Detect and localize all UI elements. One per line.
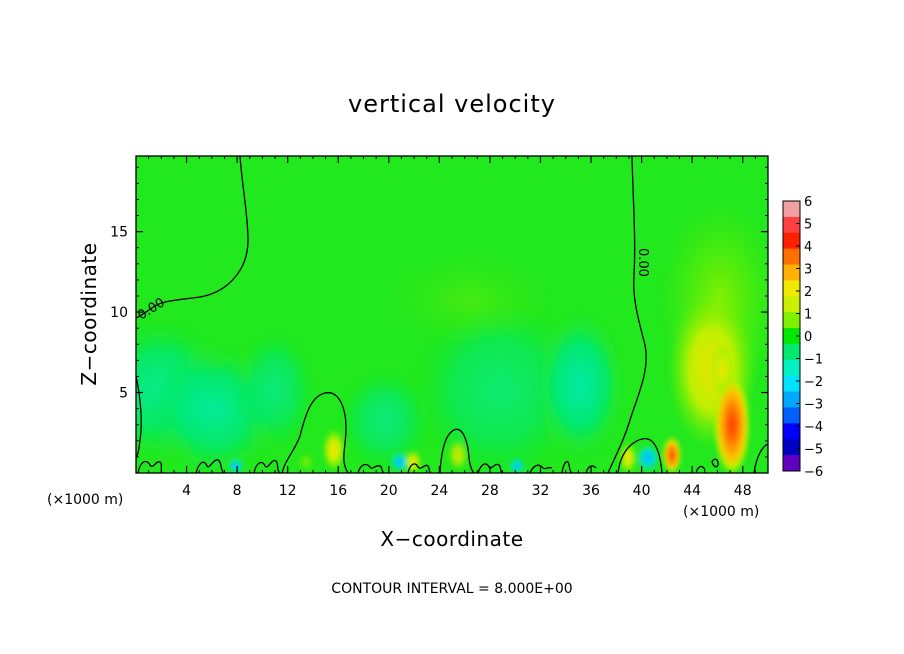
weak-updraft (404, 450, 422, 473)
colorbar-label: −1 (804, 353, 823, 368)
colorbar-label: 3 (804, 263, 812, 278)
x-tick-label: 48 (734, 483, 752, 499)
weak-updraft (448, 439, 468, 471)
y-axis-label: Z−coordinate (77, 242, 101, 385)
colorbar-swatch (783, 343, 800, 361)
downdraft-spot (228, 458, 244, 473)
updraft-core (714, 375, 750, 473)
colorbar-swatch (783, 216, 800, 234)
colorbar-label: 0 (804, 330, 812, 345)
colorbar-label: 5 (804, 218, 812, 233)
weak-rise-region (390, 255, 550, 345)
downdraft-region (535, 310, 625, 460)
colorbar-swatch (783, 296, 800, 313)
colorbar-swatch (783, 280, 800, 297)
zero-contour-cell (281, 392, 349, 473)
downdraft-region (340, 370, 430, 470)
colorbar-label: −4 (804, 420, 823, 435)
x-tick-label: 8 (233, 483, 242, 499)
y-tick-label: 15 (110, 225, 128, 241)
colorbar-swatch (783, 407, 800, 424)
zero-contour-cell (439, 428, 475, 473)
colorbar-label: −3 (804, 398, 823, 413)
x-unit-right: (×1000 m) (683, 504, 759, 520)
y-tick-label: 10 (110, 305, 128, 321)
x-unit-left: (×1000 m) (47, 492, 123, 508)
colorbar: 6 5 4 3 2 1 0 −1 −2 −3 −4 −5 −6 (782, 195, 823, 480)
colorbar-swatch (783, 201, 800, 218)
contour-label: 0.00 (635, 248, 650, 277)
y-tick-label: 5 (119, 386, 128, 402)
x-tick-label: 44 (683, 483, 701, 499)
colorbar-label: −2 (804, 375, 823, 390)
updraft (663, 437, 681, 473)
colorbar-label: −5 (804, 443, 823, 458)
contour-interval-note: CONTOUR INTERVAL = 8.000E+00 (331, 581, 572, 597)
x-tick-label: 24 (430, 483, 448, 499)
x-tick-label: 28 (481, 483, 499, 499)
zero-contour-near-surface (137, 458, 719, 473)
x-axis: 4 8 12 16 20 24 28 32 36 40 44 48 (148, 156, 756, 499)
colorbar-label: 1 (804, 308, 812, 323)
colorbar-swatch (783, 455, 800, 472)
colorbar-swatch (783, 375, 800, 392)
x-tick-label: 36 (582, 483, 600, 499)
x-axis-label: X−coordinate (380, 527, 523, 551)
velocity-field: 0.00 0.00 (136, 156, 768, 473)
x-tick-label: 16 (329, 483, 347, 499)
colorbar-label: −6 (804, 465, 823, 480)
y-axis: 5 10 15 (110, 166, 768, 458)
colorbar-swatch (783, 359, 800, 377)
zero-contour-right (607, 156, 647, 473)
colorbar-label: 4 (804, 240, 812, 255)
colorbar-swatch (783, 328, 800, 345)
weak-updraft (297, 452, 315, 472)
downdraft-region (235, 330, 315, 450)
updraft-core (710, 344, 734, 396)
colorbar-swatch (783, 264, 800, 281)
x-tick-label: 20 (380, 483, 398, 499)
colorbar-swatch (783, 312, 800, 329)
colorbar-swatch (783, 439, 800, 456)
downdraft-spot (509, 458, 525, 473)
downdraft-spot (636, 444, 660, 472)
zero-contour-cell (753, 443, 768, 473)
x-tick-label: 32 (532, 483, 550, 499)
colorbar-label: 6 (804, 195, 812, 210)
chart-title: vertical velocity (348, 90, 556, 118)
colorbar-swatch (783, 391, 800, 408)
weak-updraft (322, 428, 346, 472)
colorbar-swatch (783, 232, 800, 250)
colorbar-label: 2 (804, 285, 812, 300)
zero-contour-cell (617, 438, 663, 473)
colorbar-swatch (783, 248, 800, 265)
updraft (619, 442, 637, 473)
x-tick-label: 12 (279, 483, 297, 499)
x-tick-label: 4 (182, 483, 191, 499)
x-tick-label: 40 (633, 483, 651, 499)
colorbar-swatch (783, 423, 800, 440)
zero-contour-upper-left (136, 156, 249, 319)
